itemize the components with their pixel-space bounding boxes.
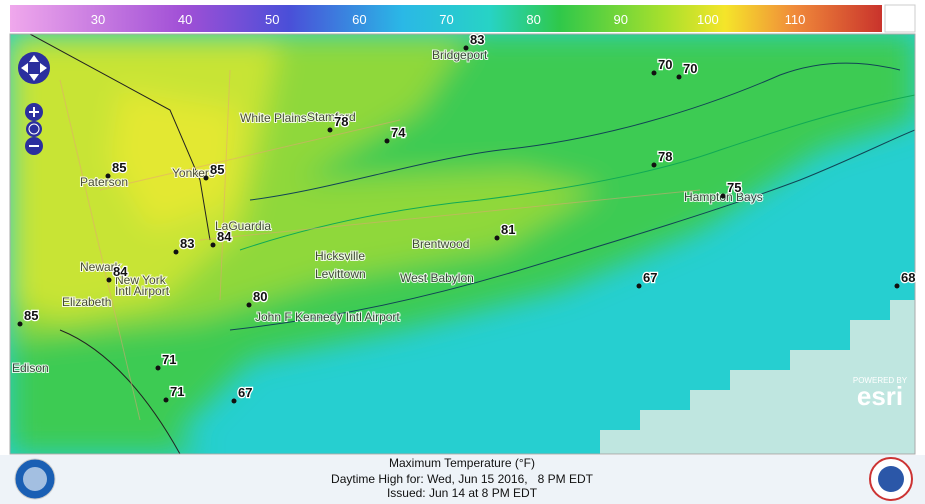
station-dot [327,127,333,133]
station-dot [651,70,657,76]
esri-attribution: POWERED BY esri [853,376,908,411]
station-temperature: 78 [334,114,348,129]
powered-by: POWERED BY [853,376,908,385]
station-dot [894,283,900,289]
legend-label: 70 [439,12,453,27]
station-temperature: 78 [658,149,672,164]
station-temperature: 85 [24,308,38,323]
pan-control[interactable] [18,52,50,84]
place-label: Brentwood [412,237,469,251]
station-dot [651,162,657,168]
map-layer [10,34,915,454]
station-dot [494,235,500,241]
station-temperature: 81 [501,222,515,237]
station-dot [463,45,469,51]
legend-label: 40 [178,12,192,27]
station-dot [720,193,726,199]
place-label: White Plains [240,111,307,125]
legend-label: 90 [614,12,628,27]
station-temperature: 83 [470,32,484,47]
station-temperature: 70 [683,61,697,76]
place-label: Paterson [80,175,128,189]
station-temperature: 80 [253,289,267,304]
station-dot [384,138,390,144]
station-dot [106,277,112,283]
station-temperature: 70 [658,57,672,72]
place-label: Bridgeport [432,48,488,62]
caption-panel [0,455,925,504]
station-temperature: 84 [217,229,232,244]
place-label: Stamford [307,110,356,124]
esri-logo: esri [857,381,903,411]
place-label: LaGuardia [215,219,271,233]
full-extent[interactable] [26,121,42,137]
station-dot [155,365,161,371]
station-temperature: 67 [643,270,657,285]
station-temperature: 71 [162,352,176,367]
station-dot [246,302,252,308]
station-dot [163,397,169,403]
station-temperature: 85 [210,162,224,177]
place-label: Hicksville [315,249,365,263]
station-temperature: 71 [170,384,184,399]
station-temperature: 68 [901,270,915,285]
legend-label: 100 [697,12,719,27]
legend-label: 50 [265,12,279,27]
station-temperature: 74 [391,125,406,140]
legend-label: 30 [91,12,105,27]
legend-label: 60 [352,12,366,27]
station-dot [17,321,23,327]
place-label: Elizabeth [62,295,111,309]
station-temperature: 85 [112,160,126,175]
station-temperature: 67 [238,385,252,400]
place-label: Intl Airport [115,284,170,298]
place-label: Newark [80,260,122,274]
nav-controls [18,52,50,155]
station-temperature: 83 [180,236,194,251]
caption-subtitle: Daytime High for: Wed, Jun 15 2016, 8 PM… [331,472,594,486]
station-temperature: 84 [113,264,128,279]
caption-title: Maximum Temperature (°F) [389,456,535,470]
station-dot [173,249,179,255]
station-temperature: 75 [727,180,741,195]
legend-end [884,4,916,33]
station-dot [105,173,111,179]
legend-label: 80 [526,12,540,27]
place-label: New York [115,273,167,287]
station-dot [636,283,642,289]
legend-bar [10,5,882,32]
place-label: West Babylon [400,271,474,285]
place-label: John F Kennedy Intl Airport [255,310,400,324]
legend-label: 110 [785,12,806,27]
place-label: Edison [12,361,49,375]
caption-issued: Issued: Jun 14 at 8 PM EDT [387,486,538,500]
station-dot [231,398,237,404]
station-dot [203,175,209,181]
station-dot [676,74,682,80]
station-dot [210,242,216,248]
place-label: Levittown [315,267,366,281]
